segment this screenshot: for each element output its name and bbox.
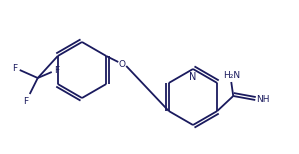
Text: N: N: [189, 72, 197, 82]
Text: F: F: [54, 65, 59, 75]
Text: H₂N: H₂N: [223, 71, 240, 79]
Text: O: O: [119, 59, 126, 69]
Text: F: F: [23, 97, 28, 107]
Text: F: F: [12, 63, 17, 73]
Text: NH: NH: [257, 95, 270, 105]
